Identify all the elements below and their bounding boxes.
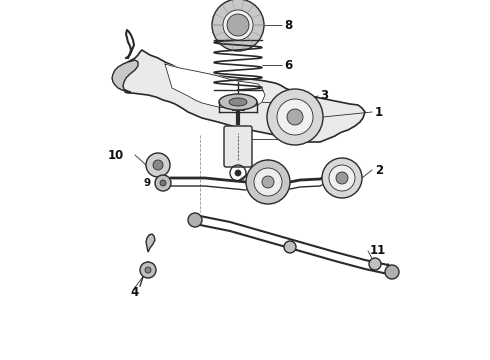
Polygon shape: [146, 234, 155, 252]
Polygon shape: [115, 50, 365, 142]
Circle shape: [329, 165, 355, 191]
Polygon shape: [165, 64, 265, 108]
Ellipse shape: [229, 98, 247, 106]
Circle shape: [277, 99, 313, 135]
Polygon shape: [112, 60, 138, 92]
Circle shape: [267, 89, 323, 145]
Circle shape: [284, 241, 296, 253]
Text: 1: 1: [375, 105, 383, 118]
Text: 10: 10: [108, 149, 124, 162]
Circle shape: [160, 180, 166, 186]
Circle shape: [287, 109, 303, 125]
Circle shape: [146, 153, 170, 177]
Circle shape: [140, 262, 156, 278]
Circle shape: [262, 176, 274, 188]
Text: 8: 8: [284, 18, 292, 32]
Circle shape: [188, 213, 202, 227]
Circle shape: [212, 0, 264, 51]
Text: 5: 5: [284, 132, 292, 145]
Text: 11: 11: [370, 243, 386, 256]
Text: 6: 6: [284, 59, 292, 72]
Ellipse shape: [219, 94, 257, 110]
Text: 7: 7: [284, 95, 292, 108]
Text: 9: 9: [143, 178, 150, 188]
Circle shape: [322, 158, 362, 198]
Text: 4: 4: [130, 285, 138, 298]
FancyBboxPatch shape: [224, 126, 252, 167]
Circle shape: [235, 170, 241, 176]
Circle shape: [155, 175, 171, 191]
Circle shape: [336, 172, 348, 184]
Circle shape: [385, 265, 399, 279]
Circle shape: [227, 14, 249, 36]
Text: 2: 2: [375, 163, 383, 176]
Circle shape: [153, 160, 163, 170]
Circle shape: [246, 160, 290, 204]
Circle shape: [223, 10, 253, 40]
Text: 3: 3: [320, 89, 328, 102]
Circle shape: [369, 258, 381, 270]
Circle shape: [145, 267, 151, 273]
Circle shape: [254, 168, 282, 196]
